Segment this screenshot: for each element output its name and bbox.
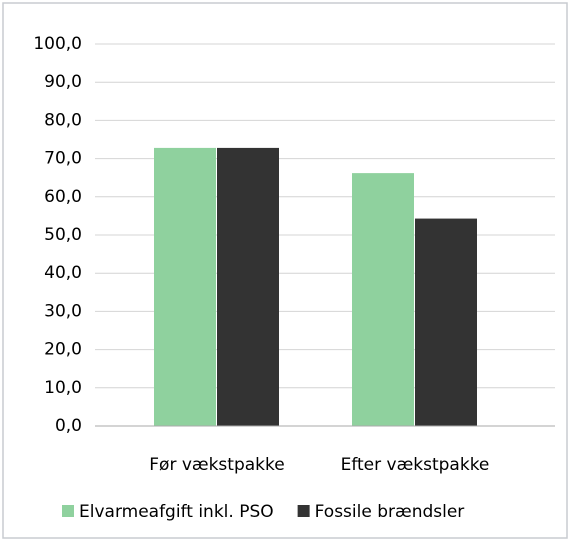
y-tick-label: 100,0 [33, 34, 82, 54]
y-tick-label: 70,0 [44, 149, 82, 169]
bar [415, 218, 477, 426]
legend-swatch [62, 505, 74, 517]
bar [352, 173, 414, 426]
bar [154, 147, 216, 427]
y-tick-label: 90,0 [44, 72, 82, 92]
legend-label: Fossile brændsler [315, 502, 465, 522]
x-tick-label: Før vækstpakke [149, 455, 284, 475]
legend-swatch [297, 505, 310, 517]
y-tick-label: 10,0 [44, 378, 82, 398]
y-tick-label: 60,0 [44, 187, 82, 207]
bar [217, 147, 279, 427]
y-tick-label: 80,0 [44, 110, 82, 130]
y-tick-label: 30,0 [44, 301, 82, 321]
y-tick-label: 50,0 [44, 225, 82, 245]
y-tick-label: 40,0 [44, 263, 82, 283]
y-tick-label: 0,0 [55, 416, 82, 436]
y-tick-label: 20,0 [44, 340, 82, 360]
x-tick-label: Efter vækstpakke [341, 455, 490, 475]
legend-label: Elvarmeafgift inkl. PSO [79, 502, 274, 522]
